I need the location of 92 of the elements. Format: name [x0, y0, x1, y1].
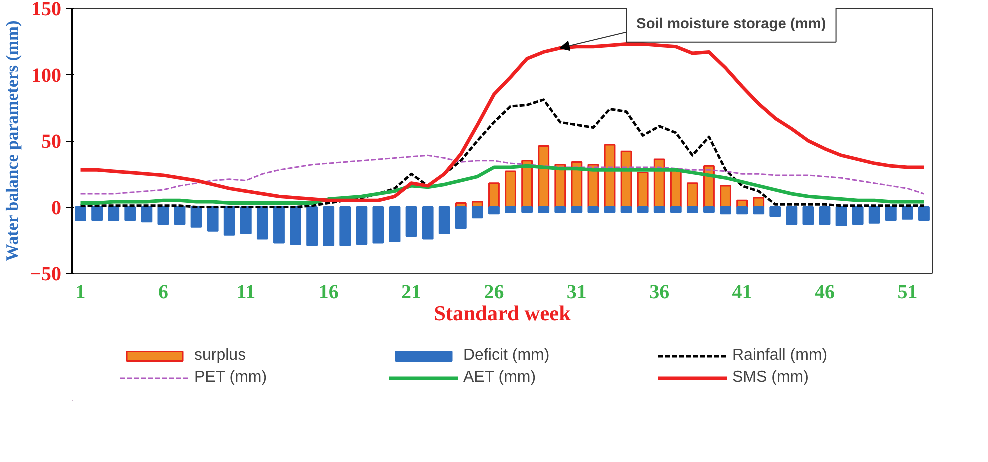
y-tick-label: −50 [30, 264, 62, 286]
legend-label: surplus [194, 347, 248, 365]
bar [505, 206, 516, 214]
line-series [79, 42, 926, 202]
y-tick-label: 150 [32, 0, 62, 20]
bar [554, 206, 566, 214]
line-series [80, 154, 925, 195]
bar [802, 206, 814, 226]
x-tick-label: 11 [236, 282, 256, 304]
bar [141, 206, 153, 223]
bar [819, 206, 831, 226]
x-tick-label: 31 [566, 282, 587, 304]
x-tick-label: 41 [732, 282, 752, 304]
bar [704, 206, 715, 214]
bar [174, 206, 186, 226]
legend-label: SMS (mm) [732, 369, 810, 387]
bar [92, 206, 104, 222]
bar [108, 206, 120, 222]
bar [455, 206, 467, 230]
bar [207, 206, 219, 232]
bar [604, 206, 616, 214]
x-tick-label: 46 [815, 282, 835, 304]
bar [488, 206, 500, 215]
legend-label: AET (mm) [464, 369, 538, 387]
bar [686, 182, 698, 208]
x-tick-label: 6 [158, 282, 168, 304]
bar [290, 206, 302, 246]
y-tick-label: 0 [52, 197, 62, 220]
bar [620, 206, 632, 214]
line-series [80, 98, 926, 208]
bar [918, 206, 930, 222]
bar [274, 206, 285, 244]
bar [356, 206, 368, 246]
bar [75, 206, 86, 222]
bar [438, 206, 450, 234]
bar [868, 206, 880, 224]
bar [753, 206, 765, 215]
bar [224, 206, 236, 236]
bar [686, 206, 698, 214]
bar [422, 206, 434, 240]
bar [654, 206, 666, 214]
bar [786, 206, 798, 226]
bar [158, 206, 170, 226]
bar [522, 160, 534, 208]
bar [124, 206, 136, 222]
bar [736, 206, 748, 215]
bar [472, 206, 484, 219]
bar [538, 146, 550, 208]
y-axis-title: Water balance parameters (mm) [3, 20, 22, 262]
bar [571, 161, 583, 208]
y-tick-label: 50 [42, 131, 62, 153]
annotation: Soil moisture storage (mm) [636, 16, 826, 32]
bar [637, 172, 649, 208]
bar [885, 206, 897, 222]
x-tick-label: 21 [402, 282, 422, 304]
bar [372, 206, 384, 244]
bar [670, 206, 682, 214]
bar [637, 206, 649, 214]
bar [306, 206, 318, 246]
bar [620, 150, 632, 208]
bar [902, 206, 914, 220]
legend-label: Rainfall (mm) [732, 347, 829, 365]
x-tick-label: 16 [318, 282, 339, 304]
bar [488, 182, 500, 208]
bar [588, 206, 600, 214]
bar [340, 206, 352, 246]
bar [770, 206, 782, 218]
bar [522, 206, 534, 214]
x-tick-label: 51 [898, 282, 918, 304]
bar [571, 206, 583, 214]
bar [852, 206, 864, 226]
bar [190, 206, 202, 228]
bar [505, 170, 516, 208]
x-tick-label: 26 [484, 282, 504, 304]
bar [836, 206, 848, 227]
bar [389, 206, 401, 242]
legend-label: PET (mm) [194, 369, 268, 387]
y-tick-label: 100 [32, 64, 62, 87]
bar [256, 206, 268, 240]
x-tick-label: 1 [76, 282, 86, 304]
bar [720, 185, 732, 208]
bar [554, 164, 566, 208]
bar [720, 206, 732, 215]
x-tick-label: 36 [650, 282, 670, 304]
bar [323, 206, 335, 246]
legend-label: Deficit (mm) [464, 347, 551, 365]
bar [753, 197, 765, 208]
x-axis-title: Standard week [434, 302, 572, 326]
line-series [79, 164, 926, 206]
bar [538, 206, 550, 214]
bar [406, 206, 418, 238]
bar [240, 206, 252, 234]
